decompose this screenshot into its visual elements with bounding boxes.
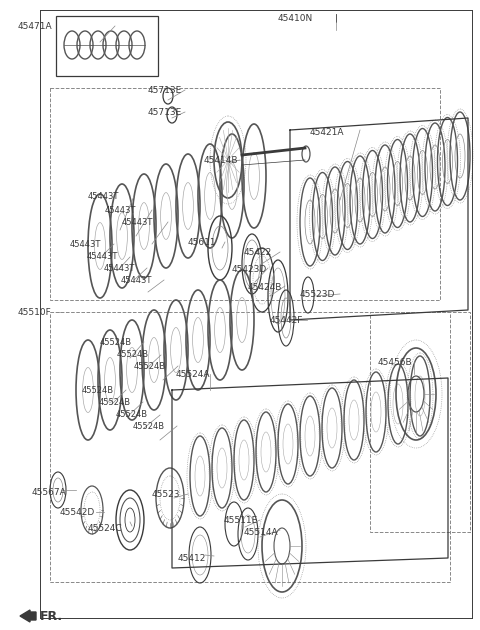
Text: 45443T: 45443T bbox=[121, 276, 152, 285]
Text: 45524A: 45524A bbox=[176, 370, 211, 379]
Text: 45524B: 45524B bbox=[100, 338, 132, 347]
Text: 45421A: 45421A bbox=[310, 128, 345, 137]
Text: 45524B: 45524B bbox=[133, 422, 165, 431]
Bar bbox=[56, 16, 158, 76]
Text: 45412: 45412 bbox=[178, 554, 206, 563]
Text: 45471A: 45471A bbox=[18, 22, 53, 31]
Text: 45423D: 45423D bbox=[232, 265, 267, 274]
Text: 45542D: 45542D bbox=[60, 508, 95, 517]
Text: 45410N: 45410N bbox=[278, 14, 313, 23]
Bar bbox=[370, 312, 470, 532]
Text: 45524B: 45524B bbox=[82, 386, 114, 395]
Text: FR.: FR. bbox=[40, 609, 63, 622]
Text: 45524C: 45524C bbox=[88, 524, 122, 533]
FancyArrow shape bbox=[20, 610, 36, 622]
Text: 45524B: 45524B bbox=[117, 350, 149, 359]
Text: 45443T: 45443T bbox=[122, 218, 154, 227]
Text: 45443T: 45443T bbox=[70, 240, 101, 249]
Text: 45443T: 45443T bbox=[105, 206, 136, 215]
Bar bbox=[50, 312, 450, 582]
Text: 45424B: 45424B bbox=[248, 283, 282, 292]
Text: 45524B: 45524B bbox=[134, 362, 166, 371]
Text: 45510F: 45510F bbox=[18, 308, 52, 317]
Text: 45443T: 45443T bbox=[87, 252, 119, 261]
Text: 45611: 45611 bbox=[188, 238, 216, 247]
Text: 45523D: 45523D bbox=[300, 290, 336, 299]
Text: 45442F: 45442F bbox=[270, 316, 303, 325]
Text: 45443T: 45443T bbox=[88, 192, 120, 201]
Text: 45713E: 45713E bbox=[148, 86, 182, 95]
Text: 45414B: 45414B bbox=[204, 156, 239, 165]
Text: 45523: 45523 bbox=[152, 490, 180, 499]
Bar bbox=[50, 88, 440, 300]
Text: 45524B: 45524B bbox=[99, 398, 131, 407]
Text: 45524B: 45524B bbox=[116, 410, 148, 419]
Text: 45443T: 45443T bbox=[104, 264, 135, 273]
Text: 45422: 45422 bbox=[244, 248, 272, 257]
Text: 45567A: 45567A bbox=[32, 488, 67, 497]
Text: 45456B: 45456B bbox=[378, 358, 413, 367]
Text: 45713E: 45713E bbox=[148, 108, 182, 117]
Text: 45511E: 45511E bbox=[224, 516, 258, 525]
Text: 45514A: 45514A bbox=[244, 528, 278, 537]
